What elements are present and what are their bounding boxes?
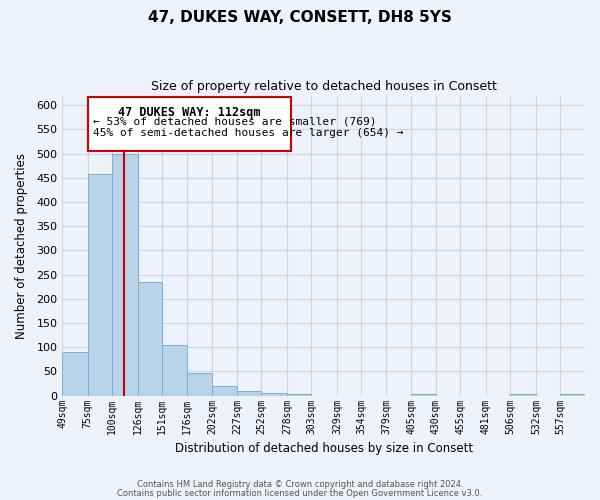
Bar <box>237 391 262 396</box>
Bar <box>112 154 138 396</box>
Text: 47, DUKES WAY, CONSETT, DH8 5YS: 47, DUKES WAY, CONSETT, DH8 5YS <box>148 10 452 25</box>
Text: Contains HM Land Registry data © Crown copyright and database right 2024.: Contains HM Land Registry data © Crown c… <box>137 480 463 489</box>
Bar <box>412 394 436 396</box>
Text: 45% of semi-detached houses are larger (654) →: 45% of semi-detached houses are larger (… <box>93 128 403 138</box>
Bar <box>62 352 88 396</box>
Title: Size of property relative to detached houses in Consett: Size of property relative to detached ho… <box>151 80 497 93</box>
Bar <box>511 394 536 396</box>
Text: Contains public sector information licensed under the Open Government Licence v3: Contains public sector information licen… <box>118 488 482 498</box>
Bar <box>187 374 212 396</box>
Bar <box>560 394 585 396</box>
Text: ← 53% of detached houses are smaller (769): ← 53% of detached houses are smaller (76… <box>93 117 376 127</box>
Bar <box>88 174 112 396</box>
X-axis label: Distribution of detached houses by size in Consett: Distribution of detached houses by size … <box>175 442 473 455</box>
Y-axis label: Number of detached properties: Number of detached properties <box>15 152 28 338</box>
Bar <box>163 346 187 396</box>
FancyBboxPatch shape <box>88 96 291 151</box>
Bar <box>287 394 311 396</box>
Bar <box>212 386 237 396</box>
Text: 47 DUKES WAY: 112sqm: 47 DUKES WAY: 112sqm <box>118 106 260 119</box>
Bar <box>262 392 287 396</box>
Bar <box>138 282 163 396</box>
